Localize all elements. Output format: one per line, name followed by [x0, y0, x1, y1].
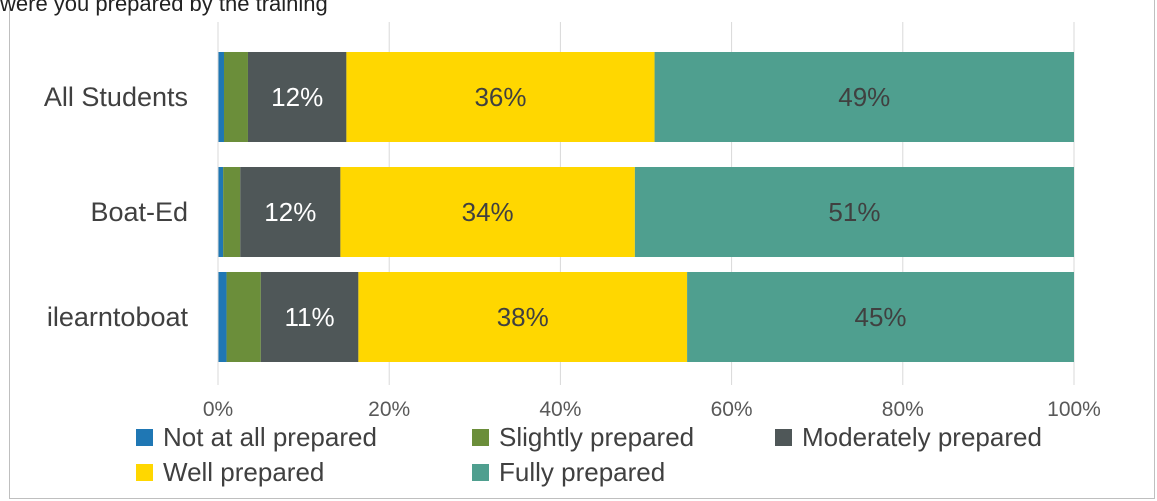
x-tick-label-4: 80% [882, 398, 924, 421]
category-label-boat-ed: Boat-Ed [90, 197, 188, 227]
category-label-all-students: All Students [44, 82, 188, 112]
bar-boat-ed-not-at-all-prepared [218, 167, 224, 257]
category-label-ilearntoboat: ilearntoboat [47, 302, 189, 332]
bar-all-students-fully-prepared [654, 52, 1074, 142]
data-label-ilearntoboat-moderately-prepared: 11% [285, 302, 335, 332]
bar-ilearntoboat-slightly-prepared [226, 272, 261, 362]
bar-boat-ed-well-prepared [340, 167, 635, 257]
chart-frame [9, 0, 1155, 499]
data-label-boat-ed-fully-prepared: 51% [828, 197, 880, 227]
legend-label-well-prepared: Well prepared [163, 457, 325, 487]
bar-all-students-not-at-all-prepared [218, 52, 224, 142]
legend-swatch-not-at-all-prepared [136, 429, 153, 446]
legend-item-moderately-prepared: Moderately prepared [775, 422, 1042, 453]
bar-ilearntoboat-well-prepared [358, 272, 688, 362]
bar-boat-ed-moderately-prepared [240, 167, 341, 257]
legend-item-well-prepared: Well prepared [136, 457, 324, 488]
data-label-all-students-fully-prepared: 49% [838, 82, 890, 112]
legend-swatch-well-prepared [136, 464, 153, 481]
legend-item-not-at-all-prepared: Not at all prepared [136, 422, 377, 453]
bar-all-students-well-prepared [346, 52, 655, 142]
data-label-boat-ed-moderately-prepared: 12% [264, 197, 316, 227]
x-tick-label-5: 100% [1047, 398, 1101, 421]
bar-ilearntoboat-not-at-all-prepared [218, 272, 227, 362]
legend-swatch-moderately-prepared [775, 429, 792, 446]
x-tick-label-3: 60% [711, 398, 753, 421]
bar-ilearntoboat-moderately-prepared [260, 272, 359, 362]
bar-boat-ed-fully-prepared [634, 167, 1074, 257]
data-label-all-students-moderately-prepared: 12% [271, 82, 323, 112]
bar-all-students-moderately-prepared [247, 52, 347, 142]
data-label-boat-ed-well-prepared: 34% [462, 197, 514, 227]
legend-item-slightly-prepared: Slightly prepared [472, 422, 694, 453]
legend-swatch-fully-prepared [472, 464, 489, 481]
legend-swatch-slightly-prepared [472, 429, 489, 446]
data-label-ilearntoboat-fully-prepared: 45% [855, 302, 907, 332]
legend-item-fully-prepared: Fully prepared [472, 457, 665, 488]
bar-ilearntoboat-fully-prepared [687, 272, 1074, 362]
x-tick-label-1: 20% [368, 398, 410, 421]
legend-label-slightly-prepared: Slightly prepared [499, 422, 695, 452]
legend-label-not-at-all-prepared: Not at all prepared [163, 422, 377, 452]
legend-label-fully-prepared: Fully prepared [499, 457, 666, 487]
legend-label-moderately-prepared: Moderately prepared [802, 422, 1042, 452]
data-label-all-students-well-prepared: 36% [474, 82, 526, 112]
chart-caption: were you prepared by the training [0, 0, 328, 16]
bar-boat-ed-slightly-prepared [223, 167, 241, 257]
bar-all-students-slightly-prepared [223, 52, 248, 142]
x-tick-label-0: 0% [203, 398, 233, 421]
data-label-ilearntoboat-well-prepared: 38% [497, 302, 549, 332]
x-tick-label-2: 40% [539, 398, 581, 421]
